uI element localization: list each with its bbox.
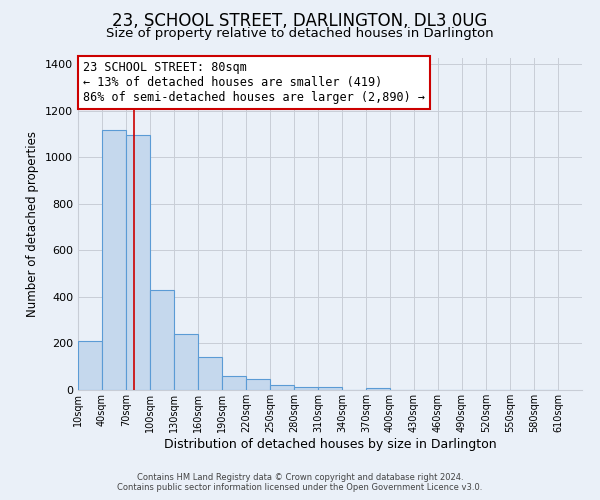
Text: 23, SCHOOL STREET, DARLINGTON, DL3 0UG: 23, SCHOOL STREET, DARLINGTON, DL3 0UG xyxy=(112,12,488,30)
Bar xyxy=(318,386,342,390)
Y-axis label: Number of detached properties: Number of detached properties xyxy=(26,130,40,317)
Bar xyxy=(294,386,318,390)
Bar xyxy=(366,388,390,390)
Bar xyxy=(246,379,270,390)
Bar xyxy=(150,290,174,390)
Bar xyxy=(222,376,246,390)
Bar xyxy=(174,334,198,390)
Bar xyxy=(198,358,222,390)
X-axis label: Distribution of detached houses by size in Darlington: Distribution of detached houses by size … xyxy=(164,438,496,450)
Text: 23 SCHOOL STREET: 80sqm
← 13% of detached houses are smaller (419)
86% of semi-d: 23 SCHOOL STREET: 80sqm ← 13% of detache… xyxy=(83,61,425,104)
Bar xyxy=(78,341,102,390)
Bar xyxy=(270,386,294,390)
Bar xyxy=(102,130,126,390)
Bar xyxy=(126,136,150,390)
Text: Contains HM Land Registry data © Crown copyright and database right 2024.
Contai: Contains HM Land Registry data © Crown c… xyxy=(118,473,482,492)
Text: Size of property relative to detached houses in Darlington: Size of property relative to detached ho… xyxy=(106,28,494,40)
